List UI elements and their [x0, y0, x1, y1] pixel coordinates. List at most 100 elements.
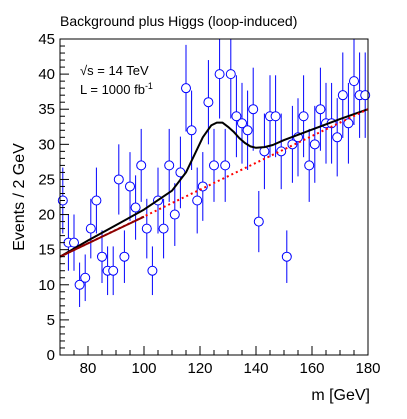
data-point — [181, 44, 191, 132]
x-tick-label: 100 — [131, 360, 156, 377]
point-marker — [309, 139, 320, 150]
point-marker — [119, 251, 130, 262]
point-marker — [85, 223, 96, 234]
luminosity-value: L = 1000 fb — [80, 82, 145, 97]
point-marker — [130, 202, 141, 213]
y-tick-label: 20 — [38, 207, 55, 224]
point-marker — [164, 160, 175, 171]
data-point — [293, 98, 303, 177]
data-point — [237, 82, 247, 164]
y-tick-label: 40 — [38, 66, 55, 83]
point-marker — [186, 125, 197, 136]
data-point — [85, 198, 96, 259]
point-marker — [136, 160, 147, 171]
point-marker — [74, 279, 85, 290]
chart-title: Background plus Higgs (loop-induced) — [60, 13, 297, 29]
point-marker — [237, 118, 247, 129]
data-point — [360, 52, 371, 138]
point-marker — [242, 125, 253, 136]
point-marker — [298, 111, 309, 122]
point-marker — [343, 118, 354, 129]
point-marker — [248, 104, 259, 115]
point-marker — [108, 265, 119, 276]
data-point — [164, 128, 175, 202]
x-axis-title: m [GeV] — [311, 387, 370, 404]
point-marker — [360, 90, 371, 101]
data-point — [74, 262, 85, 307]
luminosity-exponent: -1 — [145, 81, 153, 91]
y-tick-label: 35 — [38, 101, 55, 118]
point-marker — [203, 97, 214, 108]
point-marker — [125, 181, 135, 192]
x-tick-label: 140 — [243, 360, 268, 377]
data-point — [220, 128, 231, 202]
plot-area — [57, 39, 371, 307]
data-point — [113, 144, 124, 215]
data-point — [242, 90, 253, 171]
y-tick-label: 45 — [38, 31, 55, 48]
y-tick-label: 15 — [38, 242, 55, 259]
data-point — [309, 105, 320, 183]
background-fit-solid-segment — [59, 215, 145, 258]
point-marker — [181, 83, 191, 94]
point-marker — [231, 111, 242, 122]
plot-frame — [59, 38, 369, 356]
point-marker — [91, 195, 102, 206]
data-point — [91, 167, 102, 234]
energy-sqrt: √ — [80, 63, 88, 78]
data-point — [214, 39, 225, 119]
data-point — [108, 246, 119, 296]
data-point — [315, 67, 326, 151]
data-point — [130, 175, 141, 240]
data-point — [80, 254, 91, 302]
point-marker — [281, 251, 292, 262]
data-point — [349, 39, 359, 125]
data-point — [343, 82, 354, 164]
data-point — [281, 230, 292, 283]
y-tick-label: 0 — [47, 347, 55, 364]
point-marker — [169, 209, 180, 220]
point-marker — [315, 104, 326, 115]
point-marker — [69, 237, 79, 248]
y-tick-label: 30 — [38, 136, 55, 153]
point-marker — [337, 90, 348, 101]
data-point — [259, 113, 270, 190]
x-tick-label: 180 — [355, 360, 380, 377]
point-marker — [158, 223, 169, 234]
axis-ticks: 80 100 120 140 160 180 0 5 10 15 20 25 30 35 40 45 — [38, 31, 380, 377]
data-point — [186, 90, 197, 171]
data-point — [225, 39, 236, 119]
point-marker — [332, 132, 343, 143]
data-point — [192, 167, 203, 234]
energy-annotation: √s = 14 TeV — [80, 63, 149, 78]
data-point — [119, 230, 130, 283]
data-point — [158, 198, 169, 259]
point-marker — [304, 160, 315, 171]
data-point — [69, 214, 79, 271]
point-marker — [225, 69, 236, 80]
data-point — [304, 128, 315, 202]
data-point — [125, 152, 135, 221]
data-point — [337, 52, 348, 138]
point-marker — [214, 69, 225, 80]
x-tick-label: 80 — [80, 360, 97, 377]
point-marker — [147, 265, 158, 276]
point-marker — [113, 174, 124, 185]
point-marker — [80, 272, 91, 283]
data-point — [298, 75, 309, 158]
point-marker — [141, 223, 152, 234]
x-tick-label: 120 — [187, 360, 212, 377]
data-point — [231, 75, 242, 158]
y-tick-label: 10 — [38, 277, 55, 294]
energy-value: s = 14 TeV — [87, 63, 149, 78]
point-marker — [209, 160, 219, 171]
data-point — [136, 128, 147, 202]
y-axis-title: Events / 2 GeV — [11, 143, 28, 251]
y-tick-label: 25 — [38, 171, 55, 188]
data-point — [97, 230, 107, 283]
point-marker — [220, 160, 231, 171]
x-tick-label: 160 — [299, 360, 324, 377]
data-point — [175, 136, 186, 209]
point-marker — [349, 76, 359, 87]
